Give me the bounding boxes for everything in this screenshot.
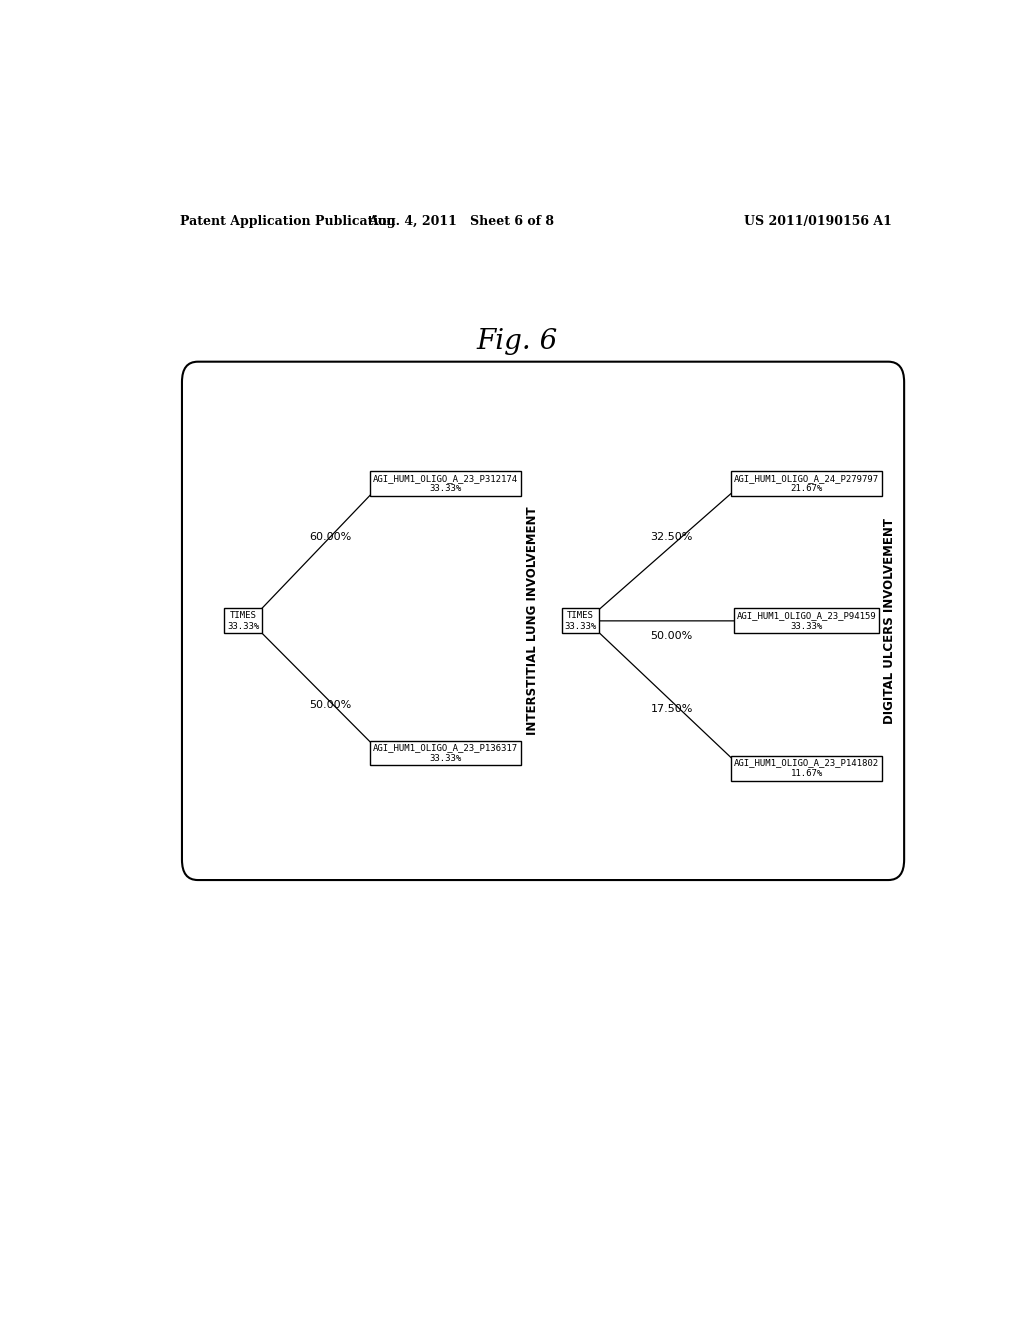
Text: 50.00%: 50.00% [650,631,693,642]
Text: Patent Application Publication: Patent Application Publication [179,215,395,228]
Text: 60.00%: 60.00% [309,532,351,541]
Text: TIMES
33.33%: TIMES 33.33% [564,611,596,631]
Text: AGI_HUM1_OLIGO_A_24_P279797
21.67%: AGI_HUM1_OLIGO_A_24_P279797 21.67% [734,474,879,494]
Text: INTERSTITIAL LUNG INVOLVEMENT: INTERSTITIAL LUNG INVOLVEMENT [526,507,540,735]
Text: AGI_HUM1_OLIGO_A_23_P141802
11.67%: AGI_HUM1_OLIGO_A_23_P141802 11.67% [734,759,879,777]
Text: US 2011/0190156 A1: US 2011/0190156 A1 [744,215,892,228]
Text: AGI_HUM1_OLIGO_A_23_P136317
33.33%: AGI_HUM1_OLIGO_A_23_P136317 33.33% [373,743,518,763]
Text: AGI_HUM1_OLIGO_A_23_P312174
33.33%: AGI_HUM1_OLIGO_A_23_P312174 33.33% [373,474,518,494]
Text: DIGITAL ULCERS INVOLVEMENT: DIGITAL ULCERS INVOLVEMENT [884,517,896,723]
Text: AGI_HUM1_OLIGO_A_23_P94159
33.33%: AGI_HUM1_OLIGO_A_23_P94159 33.33% [736,611,877,631]
Text: 32.50%: 32.50% [650,532,693,541]
Text: 50.00%: 50.00% [309,700,351,710]
Text: Fig. 6: Fig. 6 [476,327,557,355]
Text: Aug. 4, 2011   Sheet 6 of 8: Aug. 4, 2011 Sheet 6 of 8 [369,215,554,228]
Text: 17.50%: 17.50% [650,705,693,714]
Text: TIMES
33.33%: TIMES 33.33% [227,611,259,631]
